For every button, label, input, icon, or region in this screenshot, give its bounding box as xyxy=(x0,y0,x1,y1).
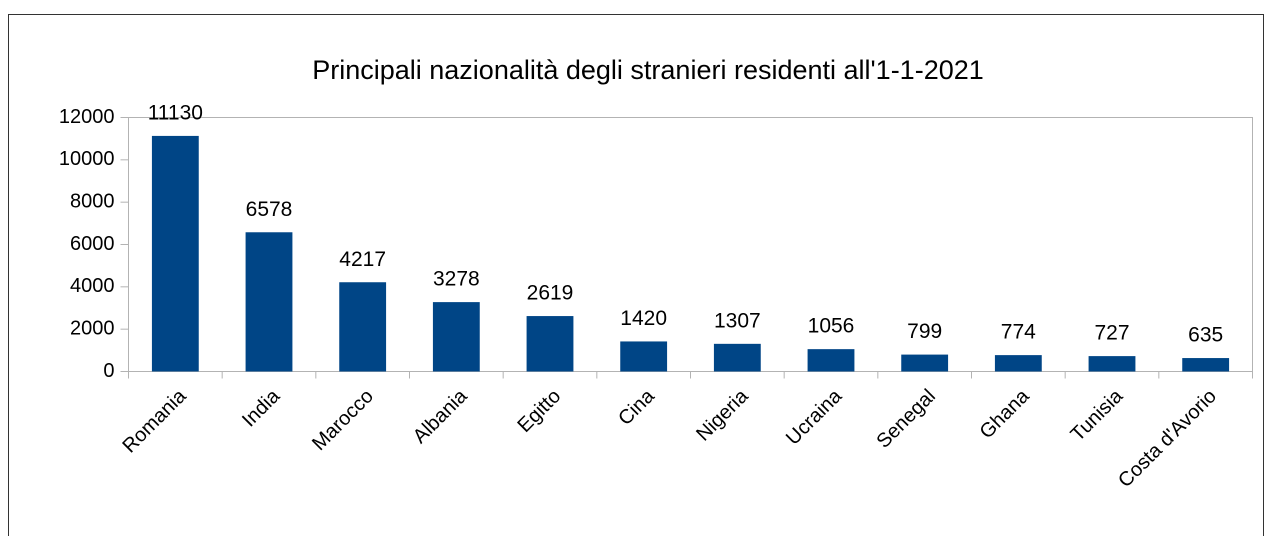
bar xyxy=(151,135,199,372)
bar xyxy=(807,349,855,372)
bar xyxy=(620,341,668,372)
data-label: 774 xyxy=(1001,321,1036,344)
bar xyxy=(713,343,761,372)
bar xyxy=(526,316,574,372)
data-label: 799 xyxy=(907,320,942,343)
bar xyxy=(432,302,480,372)
data-label: 3278 xyxy=(433,268,480,291)
y-tick-label: 8000 xyxy=(70,190,115,212)
bar xyxy=(245,232,293,372)
y-tick-label: 0 xyxy=(103,360,114,382)
bar xyxy=(901,354,949,372)
data-label: 1307 xyxy=(714,309,761,332)
chart-frame xyxy=(8,14,1264,536)
bar xyxy=(1182,358,1230,372)
data-label: 1420 xyxy=(620,307,667,330)
y-tick-label: 10000 xyxy=(59,148,115,170)
y-tick-label: 12000 xyxy=(59,106,115,128)
data-label: 727 xyxy=(1094,322,1129,345)
data-label: 6578 xyxy=(246,198,293,221)
bar xyxy=(1088,356,1136,372)
data-label: 635 xyxy=(1188,324,1223,347)
chart-title: Principali nazionalità degli stranieri r… xyxy=(312,55,984,85)
y-tick-label: 4000 xyxy=(70,275,115,297)
y-tick-label: 6000 xyxy=(70,233,115,255)
y-tick-label: 2000 xyxy=(70,317,115,339)
data-label: 11130 xyxy=(148,101,203,124)
data-label: 4217 xyxy=(339,248,386,271)
bar xyxy=(339,282,387,372)
bar xyxy=(994,355,1042,372)
data-label: 2619 xyxy=(527,282,574,305)
data-label: 1056 xyxy=(808,315,855,338)
